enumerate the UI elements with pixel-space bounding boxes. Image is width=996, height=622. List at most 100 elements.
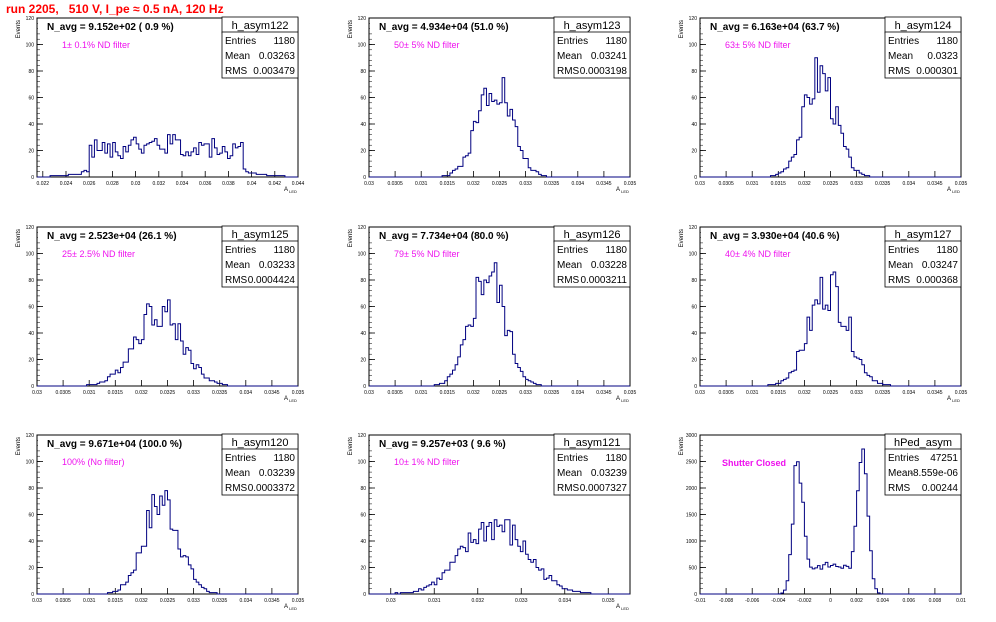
- y-tick-label: 1000: [686, 539, 697, 545]
- y-axis-label: Events: [679, 229, 685, 247]
- stats-value: 1180: [273, 36, 295, 47]
- x-tick-label: 0.035: [955, 181, 968, 187]
- x-tick-label: 0.034: [572, 181, 585, 187]
- x-axis-label: A LED: [284, 187, 297, 194]
- stats-key: Entries: [888, 245, 919, 256]
- stats-key: Entries: [557, 36, 588, 47]
- histogram-panel-h_asym123: 0 20 40 60 80 100 120 Events 0.03 0.0305 0.031 0.03…: [348, 16, 636, 194]
- stats-box: [221, 240, 299, 288]
- stats-key: Mean: [225, 468, 250, 479]
- y-tick-label: 60: [691, 305, 697, 311]
- x-tick-label: -0.008: [719, 598, 733, 604]
- y-tick-label: 0: [363, 592, 366, 598]
- stats-value: 1180: [273, 453, 295, 464]
- y-tick-label: 120: [689, 225, 698, 231]
- stats-key: Mean: [225, 260, 250, 271]
- x-axis-label: A LED: [284, 604, 297, 611]
- y-tick-label: 120: [26, 433, 35, 439]
- x-axis-label: A LED: [616, 396, 629, 403]
- x-axis-label: A LED: [284, 396, 297, 403]
- y-tick-label: 60: [691, 96, 697, 102]
- stats-value: 0.0003372: [248, 483, 296, 494]
- stats-box: [884, 31, 962, 79]
- stats-key: RMS: [225, 483, 248, 494]
- stats-box: [884, 240, 962, 288]
- y-tick-label: 120: [26, 225, 35, 231]
- y-tick-label: 80: [360, 278, 366, 284]
- stats-value: 0.000368: [916, 275, 958, 286]
- stats-key: RMS: [557, 66, 580, 77]
- x-tick-label: 0.01: [956, 598, 966, 604]
- x-tick-label: 0.031: [428, 598, 441, 604]
- filter-label: 79± 5% ND filter: [394, 249, 459, 259]
- y-tick-label: 40: [28, 539, 34, 545]
- x-tick-label: 0.0345: [264, 390, 280, 396]
- x-tick-label: 0.031: [746, 390, 759, 396]
- y-tick-label: 20: [28, 566, 34, 572]
- y-tick-label: 120: [358, 16, 367, 22]
- stats-value: 1180: [936, 245, 958, 256]
- y-axis-label: Events: [348, 437, 354, 455]
- stats-value: 0.03228: [591, 260, 628, 271]
- y-axis-label: Events: [348, 229, 354, 247]
- y-tick-label: 60: [360, 305, 366, 311]
- x-tick-label: 0.0325: [492, 390, 508, 396]
- stats-value: 0.03263: [259, 51, 296, 62]
- y-tick-label: 0: [694, 384, 697, 390]
- stats-key: RMS: [557, 275, 580, 286]
- x-tick-label: 0.032: [153, 181, 166, 187]
- stats-value: 1180: [605, 453, 627, 464]
- x-tick-label: 0.044: [292, 181, 305, 187]
- x-tick-label: 0.032: [471, 598, 484, 604]
- x-tick-label: 0.028: [106, 181, 119, 187]
- stats-box: [553, 240, 631, 288]
- y-tick-label: 60: [360, 513, 366, 519]
- stats-key: Mean: [225, 51, 250, 62]
- x-tick-label: -0.01: [694, 598, 706, 604]
- stats-value: 0.0007327: [580, 483, 628, 494]
- y-axis-label: Events: [16, 229, 22, 247]
- stats-key: Entries: [557, 245, 588, 256]
- filter-label: 50± 5% ND filter: [394, 40, 459, 50]
- x-tick-label: 0.035: [624, 390, 637, 396]
- y-tick-label: 0: [31, 175, 34, 181]
- navg-label: N_avg = 7.734e+04 (80.0 %): [379, 231, 509, 242]
- y-tick-label: 20: [28, 358, 34, 364]
- stats-key: RMS: [888, 275, 911, 286]
- stats-value: 1180: [273, 245, 295, 256]
- y-tick-label: 100: [358, 252, 367, 258]
- y-tick-label: 80: [28, 486, 34, 492]
- x-tick-label: 0.022: [37, 181, 50, 187]
- y-tick-label: 60: [28, 513, 34, 519]
- filter-label: 25± 2.5% ND filter: [62, 249, 135, 259]
- stats-key: Mean: [888, 260, 913, 271]
- y-tick-label: 120: [26, 16, 35, 22]
- x-axis-label: A LED: [947, 396, 960, 403]
- y-tick-label: 0: [363, 175, 366, 181]
- x-tick-label: 0.0345: [264, 598, 280, 604]
- y-tick-label: 80: [691, 278, 697, 284]
- x-tick-label: 0.034: [572, 390, 585, 396]
- x-tick-label: 0.0325: [160, 598, 176, 604]
- histogram-name: h_asym120: [232, 437, 289, 449]
- x-tick-label: 0.0325: [492, 181, 508, 187]
- y-tick-label: 100: [358, 460, 367, 466]
- stats-value: 1180: [605, 36, 627, 47]
- x-tick-label: 0.026: [83, 181, 96, 187]
- x-tick-label: 0.006: [903, 598, 916, 604]
- navg-box: [370, 19, 518, 33]
- y-tick-label: 20: [691, 358, 697, 364]
- y-axis-label: Events: [679, 20, 685, 38]
- x-tick-label: 0.0335: [544, 390, 560, 396]
- stats-value: 0.000301: [916, 66, 958, 77]
- navg-box: [38, 19, 186, 33]
- y-tick-label: 100: [689, 252, 698, 258]
- stats-key: RMS: [225, 66, 248, 77]
- y-tick-label: 80: [360, 486, 366, 492]
- y-tick-label: 60: [360, 96, 366, 102]
- x-tick-label: 0.042: [269, 181, 282, 187]
- stats-value: 0.003479: [253, 66, 295, 77]
- y-tick-label: 80: [28, 69, 34, 75]
- x-tick-label: 0.0335: [544, 181, 560, 187]
